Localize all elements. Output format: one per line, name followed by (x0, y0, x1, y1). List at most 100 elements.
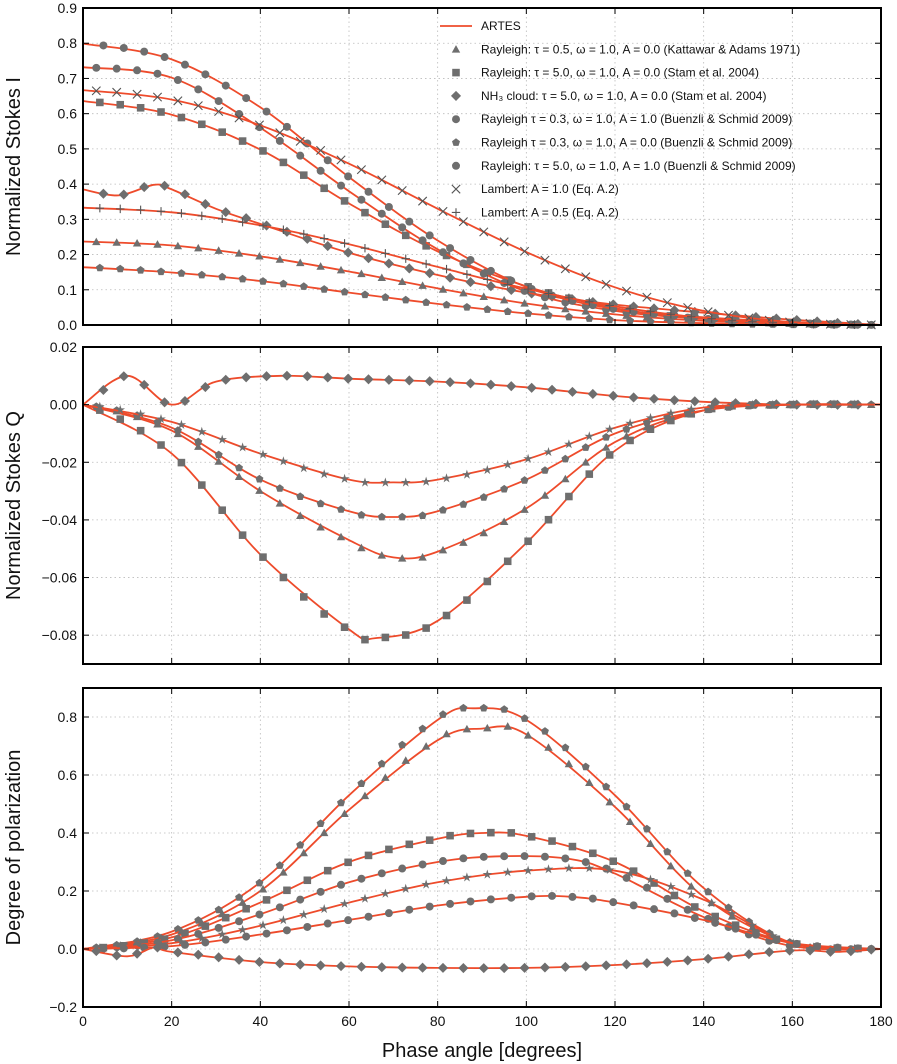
data-point (221, 81, 230, 90)
data-point (439, 505, 447, 514)
data-point (139, 379, 150, 390)
data-point (466, 829, 475, 838)
data-point (283, 886, 291, 895)
data-point (360, 791, 370, 800)
data-point (422, 624, 430, 632)
series-markers (99, 891, 862, 953)
data-point (438, 285, 448, 293)
legend-marker (451, 208, 461, 217)
data-point (173, 241, 183, 250)
y-tick-label: 0.2 (58, 883, 78, 899)
data-point (364, 851, 373, 860)
data-point (220, 374, 231, 385)
data-point (255, 474, 264, 483)
data-point (621, 959, 632, 970)
data-point (234, 113, 244, 123)
data-point (296, 840, 305, 849)
data-point (845, 946, 856, 957)
data-point (479, 227, 489, 237)
data-point (220, 207, 231, 218)
y-tick-label: 0.8 (58, 35, 78, 51)
data-point (629, 867, 638, 875)
data-point (397, 962, 408, 973)
data-point (626, 436, 634, 445)
legend-marker (450, 90, 462, 101)
data-point (221, 913, 230, 922)
data-point (605, 301, 614, 310)
data-point (418, 553, 427, 561)
data-point (364, 187, 373, 196)
legend-marker (451, 184, 461, 194)
data-point (438, 206, 448, 217)
data-point (235, 463, 243, 472)
data-point (238, 217, 247, 227)
data-point (279, 225, 288, 234)
data-point (159, 180, 170, 191)
data-point (499, 963, 510, 974)
series-markers (92, 400, 876, 562)
data-point (242, 904, 250, 913)
y-tick-label: 0.7 (58, 70, 78, 86)
data-point (686, 889, 696, 899)
data-point (768, 399, 778, 409)
data-point (198, 120, 206, 129)
data-point (381, 249, 390, 258)
data-point (683, 869, 692, 877)
data-point (172, 947, 183, 958)
data-point (261, 371, 272, 382)
data-point (214, 97, 223, 106)
data-point (112, 64, 121, 73)
data-point (385, 845, 393, 854)
y-tick-label: 0.02 (50, 339, 77, 355)
data-point (254, 120, 265, 130)
data-point (262, 107, 271, 116)
data-point (397, 185, 407, 196)
data-point (259, 147, 267, 155)
data-point (156, 207, 166, 216)
data-point (320, 285, 329, 293)
data-point (527, 892, 536, 901)
series-line (82, 403, 882, 641)
data-point (670, 891, 679, 900)
legend-marker (452, 115, 460, 124)
data-point (377, 273, 387, 282)
data-point (540, 293, 549, 302)
data-point (173, 76, 182, 85)
legend-label: Lambert: A = 1.0 (Eq. A.2) (481, 182, 619, 196)
data-point (581, 858, 590, 867)
data-point (458, 963, 469, 974)
data-point (238, 898, 247, 906)
data-point (622, 802, 631, 811)
data-point (666, 310, 676, 319)
data-point (418, 196, 428, 206)
data-point (645, 874, 656, 884)
data-point (177, 209, 186, 218)
data-point (193, 949, 204, 960)
data-point (706, 401, 717, 411)
data-point (418, 724, 427, 733)
data-point (116, 264, 125, 273)
data-point (507, 829, 516, 837)
data-point (296, 258, 305, 267)
data-point (421, 476, 431, 486)
data-point (361, 290, 369, 299)
series-markers (91, 86, 876, 330)
data-point (666, 861, 676, 870)
data-point (259, 553, 267, 561)
data-point (278, 456, 289, 466)
data-point (140, 939, 148, 947)
data-point (608, 390, 619, 401)
series-markers (95, 203, 859, 330)
data-point (483, 275, 492, 284)
data-point (214, 905, 223, 914)
data-point (218, 506, 226, 514)
data-point (585, 470, 594, 478)
y-tick-label: −0.02 (42, 454, 78, 470)
x-axis-label: Phase angle [degrees] (382, 1040, 582, 1062)
data-point (201, 922, 210, 930)
data-point (262, 896, 271, 904)
series-markers (92, 400, 876, 521)
data-point (98, 188, 109, 199)
data-point (360, 243, 370, 253)
data-point (503, 307, 512, 315)
